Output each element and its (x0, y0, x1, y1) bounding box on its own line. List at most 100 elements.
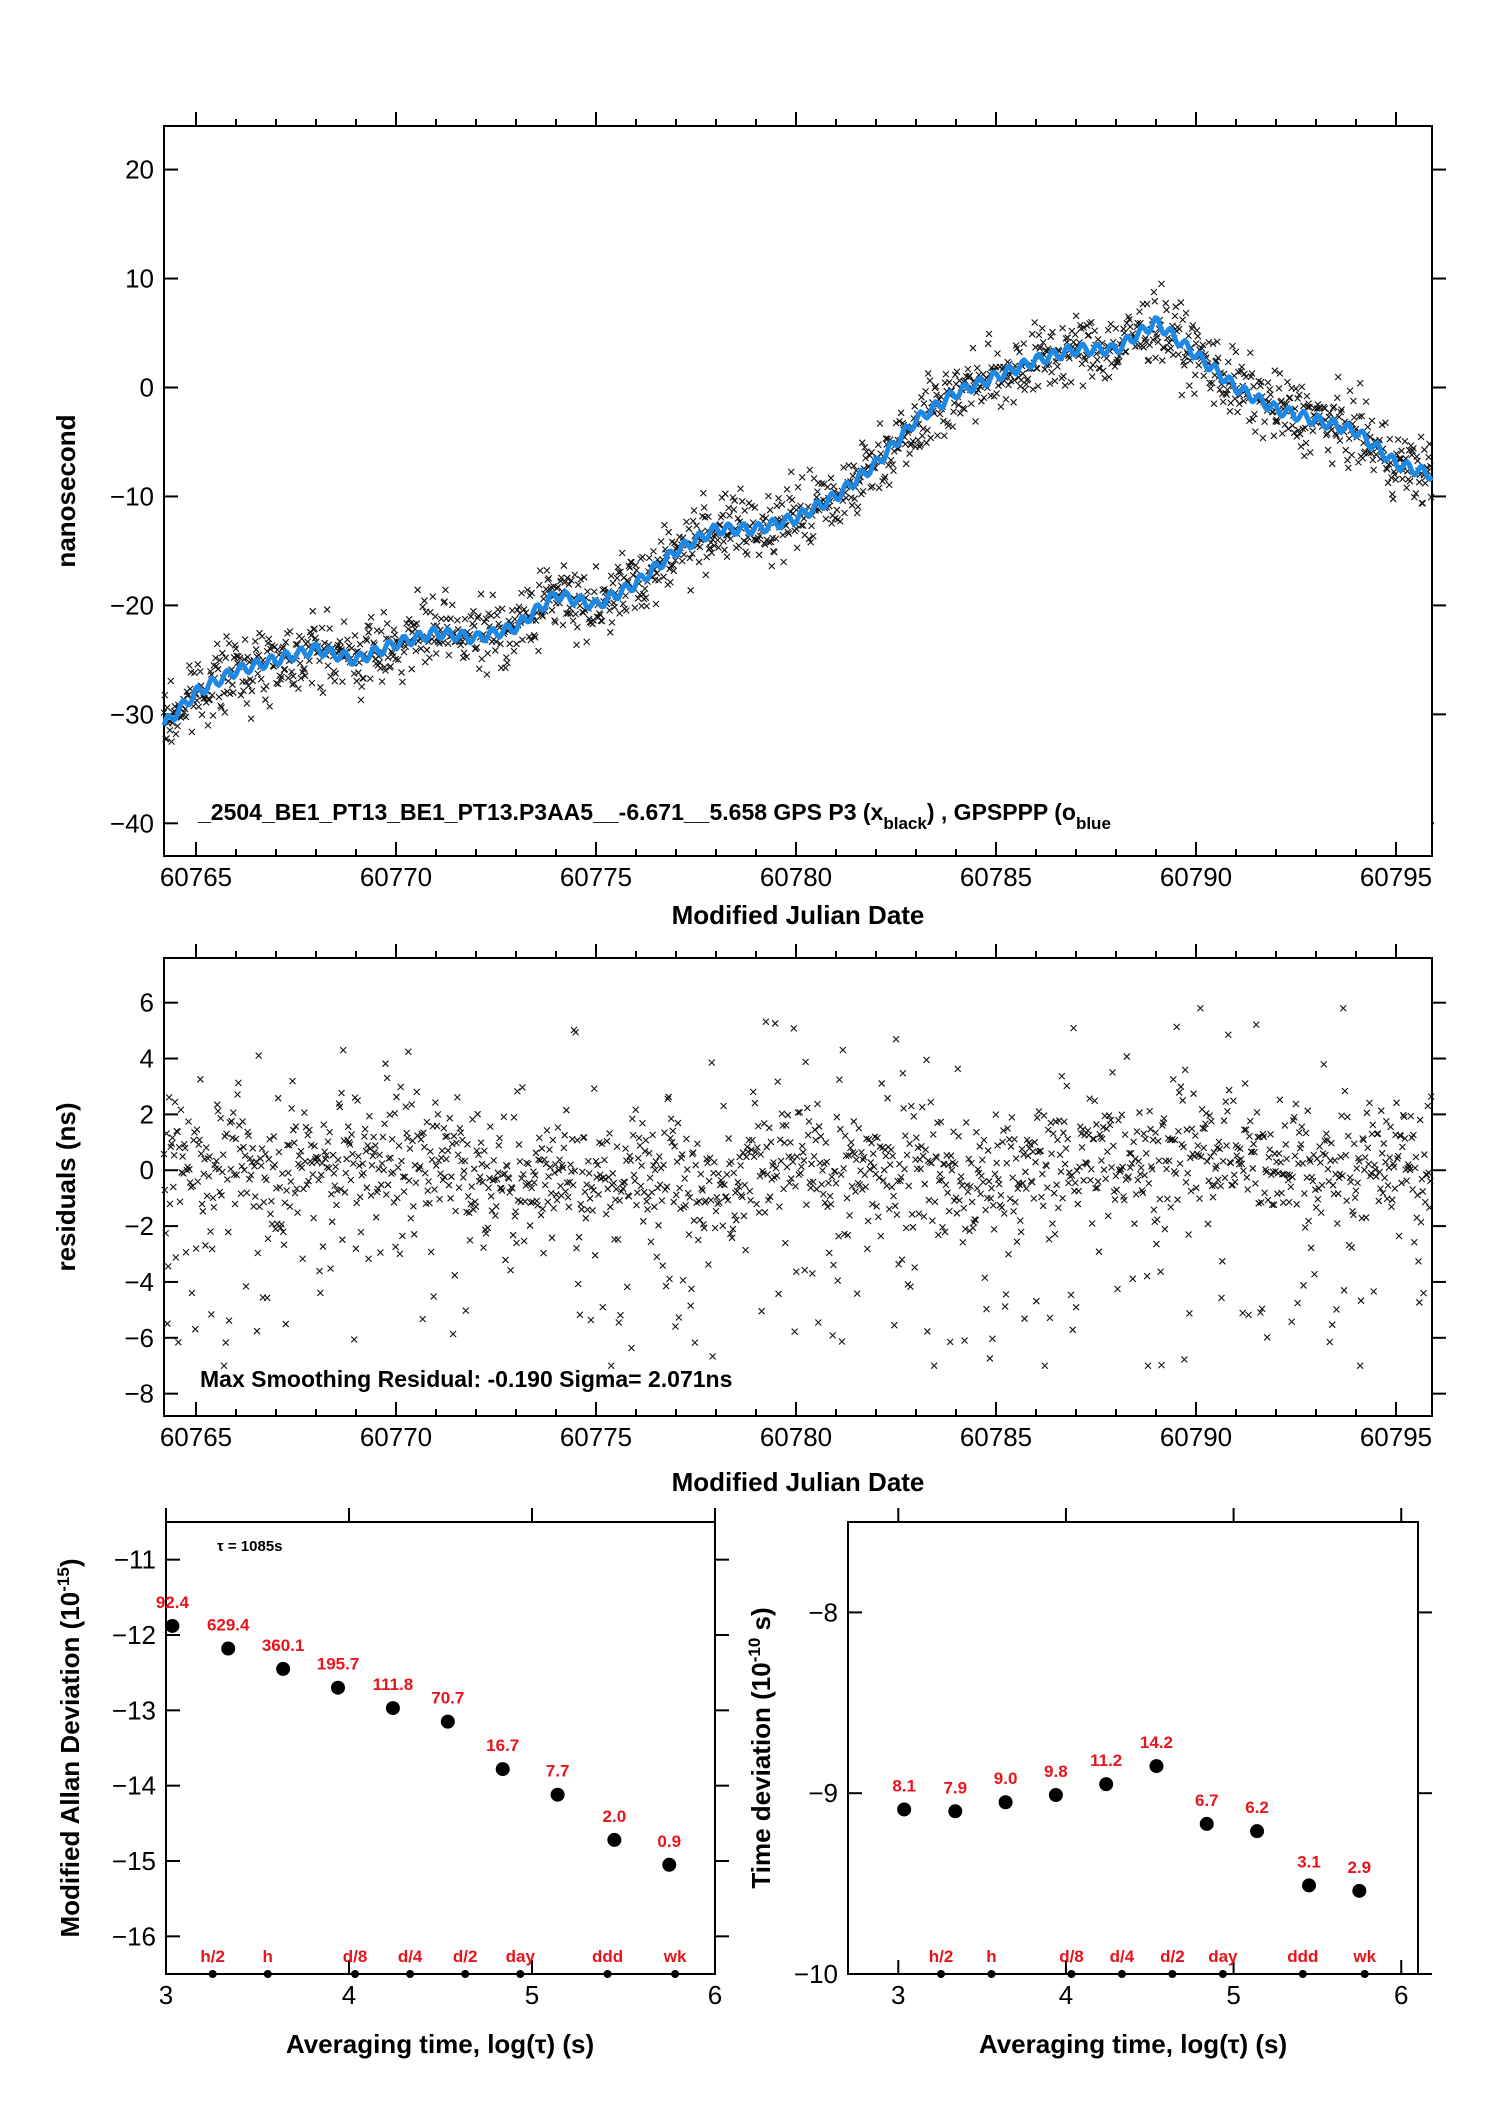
gps-p3-point (1080, 324, 1088, 331)
y-tick-label: 10 (125, 264, 154, 294)
gps-p3-point (569, 617, 577, 625)
gps-p3-point (394, 656, 402, 663)
gps-p3-point (1367, 449, 1375, 457)
residual-point (480, 1244, 487, 1252)
gps-p3-point (431, 613, 439, 620)
gps-p3-point (186, 685, 194, 693)
residual-point (899, 1069, 907, 1077)
residual-point (945, 1161, 952, 1169)
time-marker-label: h/2 (929, 1947, 954, 1966)
time-marker-dot (208, 1970, 217, 1978)
gps-p3-point (814, 488, 821, 496)
gps-p3-point (614, 563, 622, 571)
residual-point (707, 1196, 715, 1204)
residual-point (1308, 1173, 1316, 1181)
gps-p3-point (1140, 343, 1148, 351)
residual-point (251, 1193, 259, 1200)
gps-p3-point (221, 708, 229, 716)
gps-p3-point (775, 494, 782, 502)
residual-point (1038, 1193, 1045, 1201)
gps-p3-point (351, 632, 359, 639)
gps-p3-point (519, 636, 526, 644)
residual-point (472, 1203, 480, 1210)
residual-point (663, 1183, 671, 1191)
gps-p3-point (833, 506, 841, 514)
residual-point (586, 1195, 594, 1202)
residual-point (855, 1124, 863, 1132)
residual-point (412, 1179, 420, 1187)
gps-p3-point (922, 387, 930, 395)
gps-p3-point (978, 397, 985, 405)
gps-p3-point (1158, 280, 1165, 288)
time-marker-dot (671, 1970, 680, 1978)
residual-point (787, 1139, 794, 1146)
residual-point (223, 1130, 230, 1138)
residual-point (1153, 1240, 1160, 1248)
residual-point (898, 1256, 906, 1264)
gps-p3-point (633, 567, 640, 574)
gps-p3-point (382, 667, 389, 674)
residual-point (1064, 1135, 1072, 1143)
gps-p3-point (761, 541, 769, 548)
gps-p3-point (281, 665, 289, 673)
gps-p3-point (1426, 462, 1434, 470)
residual-point (551, 1169, 558, 1177)
point-label: 70.7 (431, 1689, 464, 1708)
residual-point (462, 1307, 470, 1314)
y-tick-label: 4 (140, 1044, 154, 1074)
residual-point (874, 1134, 881, 1142)
residual-point (710, 1158, 718, 1166)
gps-p3-point (875, 484, 883, 492)
residual-point (550, 1204, 558, 1212)
gps-p3-point (244, 653, 252, 661)
residual-point (291, 1189, 299, 1197)
residual-point (541, 1181, 549, 1189)
residual-point (694, 1140, 701, 1148)
residual-point (621, 1178, 629, 1186)
residual-point (783, 1163, 791, 1171)
residual-point (1275, 1150, 1283, 1157)
gps-p3-point (1386, 435, 1394, 443)
residual-point (420, 1129, 427, 1137)
gps-p3-point (927, 434, 935, 442)
gps-p3-point (216, 656, 224, 664)
residual-point (1104, 1148, 1111, 1155)
residual-point (921, 1180, 929, 1188)
residual-point (396, 1250, 404, 1258)
residual-point (602, 1210, 610, 1218)
residual-point (601, 1176, 609, 1183)
residual-point (825, 1249, 833, 1257)
residual-point (1016, 1181, 1023, 1189)
gps-p3-point (650, 547, 657, 555)
residual-point (1000, 1210, 1008, 1217)
gps-p3-point (577, 575, 585, 583)
gps-p3-point (897, 409, 905, 417)
residual-point (292, 1123, 300, 1130)
gps-p3-point (1104, 326, 1112, 334)
gps-p3-point (255, 651, 263, 659)
residual-point (573, 1244, 580, 1252)
gps-p3-point (447, 615, 454, 623)
timeseries-annotation: _2504_BE1_PT13_BE1_PT13.P3AA5__-6.671__5… (197, 799, 1111, 833)
gps-p3-point (545, 574, 553, 582)
gps-p3-point (793, 544, 801, 552)
residual-point (168, 1140, 175, 1148)
gps-p3-point (702, 571, 710, 579)
gps-p3-point (1384, 479, 1392, 487)
residual-point (1120, 1196, 1128, 1204)
residual-point (1324, 1165, 1332, 1173)
residual-point (690, 1217, 698, 1224)
residual-point (1167, 1203, 1175, 1211)
residual-point (862, 1183, 870, 1191)
gps-p3-point (1229, 342, 1236, 350)
residual-point (686, 1193, 694, 1201)
residual-point (658, 1197, 666, 1205)
gps-p3-point (417, 645, 425, 652)
residual-point (1107, 1116, 1115, 1124)
residual-point (1372, 1173, 1380, 1180)
residual-point (298, 1164, 306, 1172)
gps-p3-point (196, 668, 204, 675)
residual-point (1126, 1164, 1134, 1171)
residual-point (641, 1147, 649, 1155)
residual-point (793, 1153, 801, 1160)
